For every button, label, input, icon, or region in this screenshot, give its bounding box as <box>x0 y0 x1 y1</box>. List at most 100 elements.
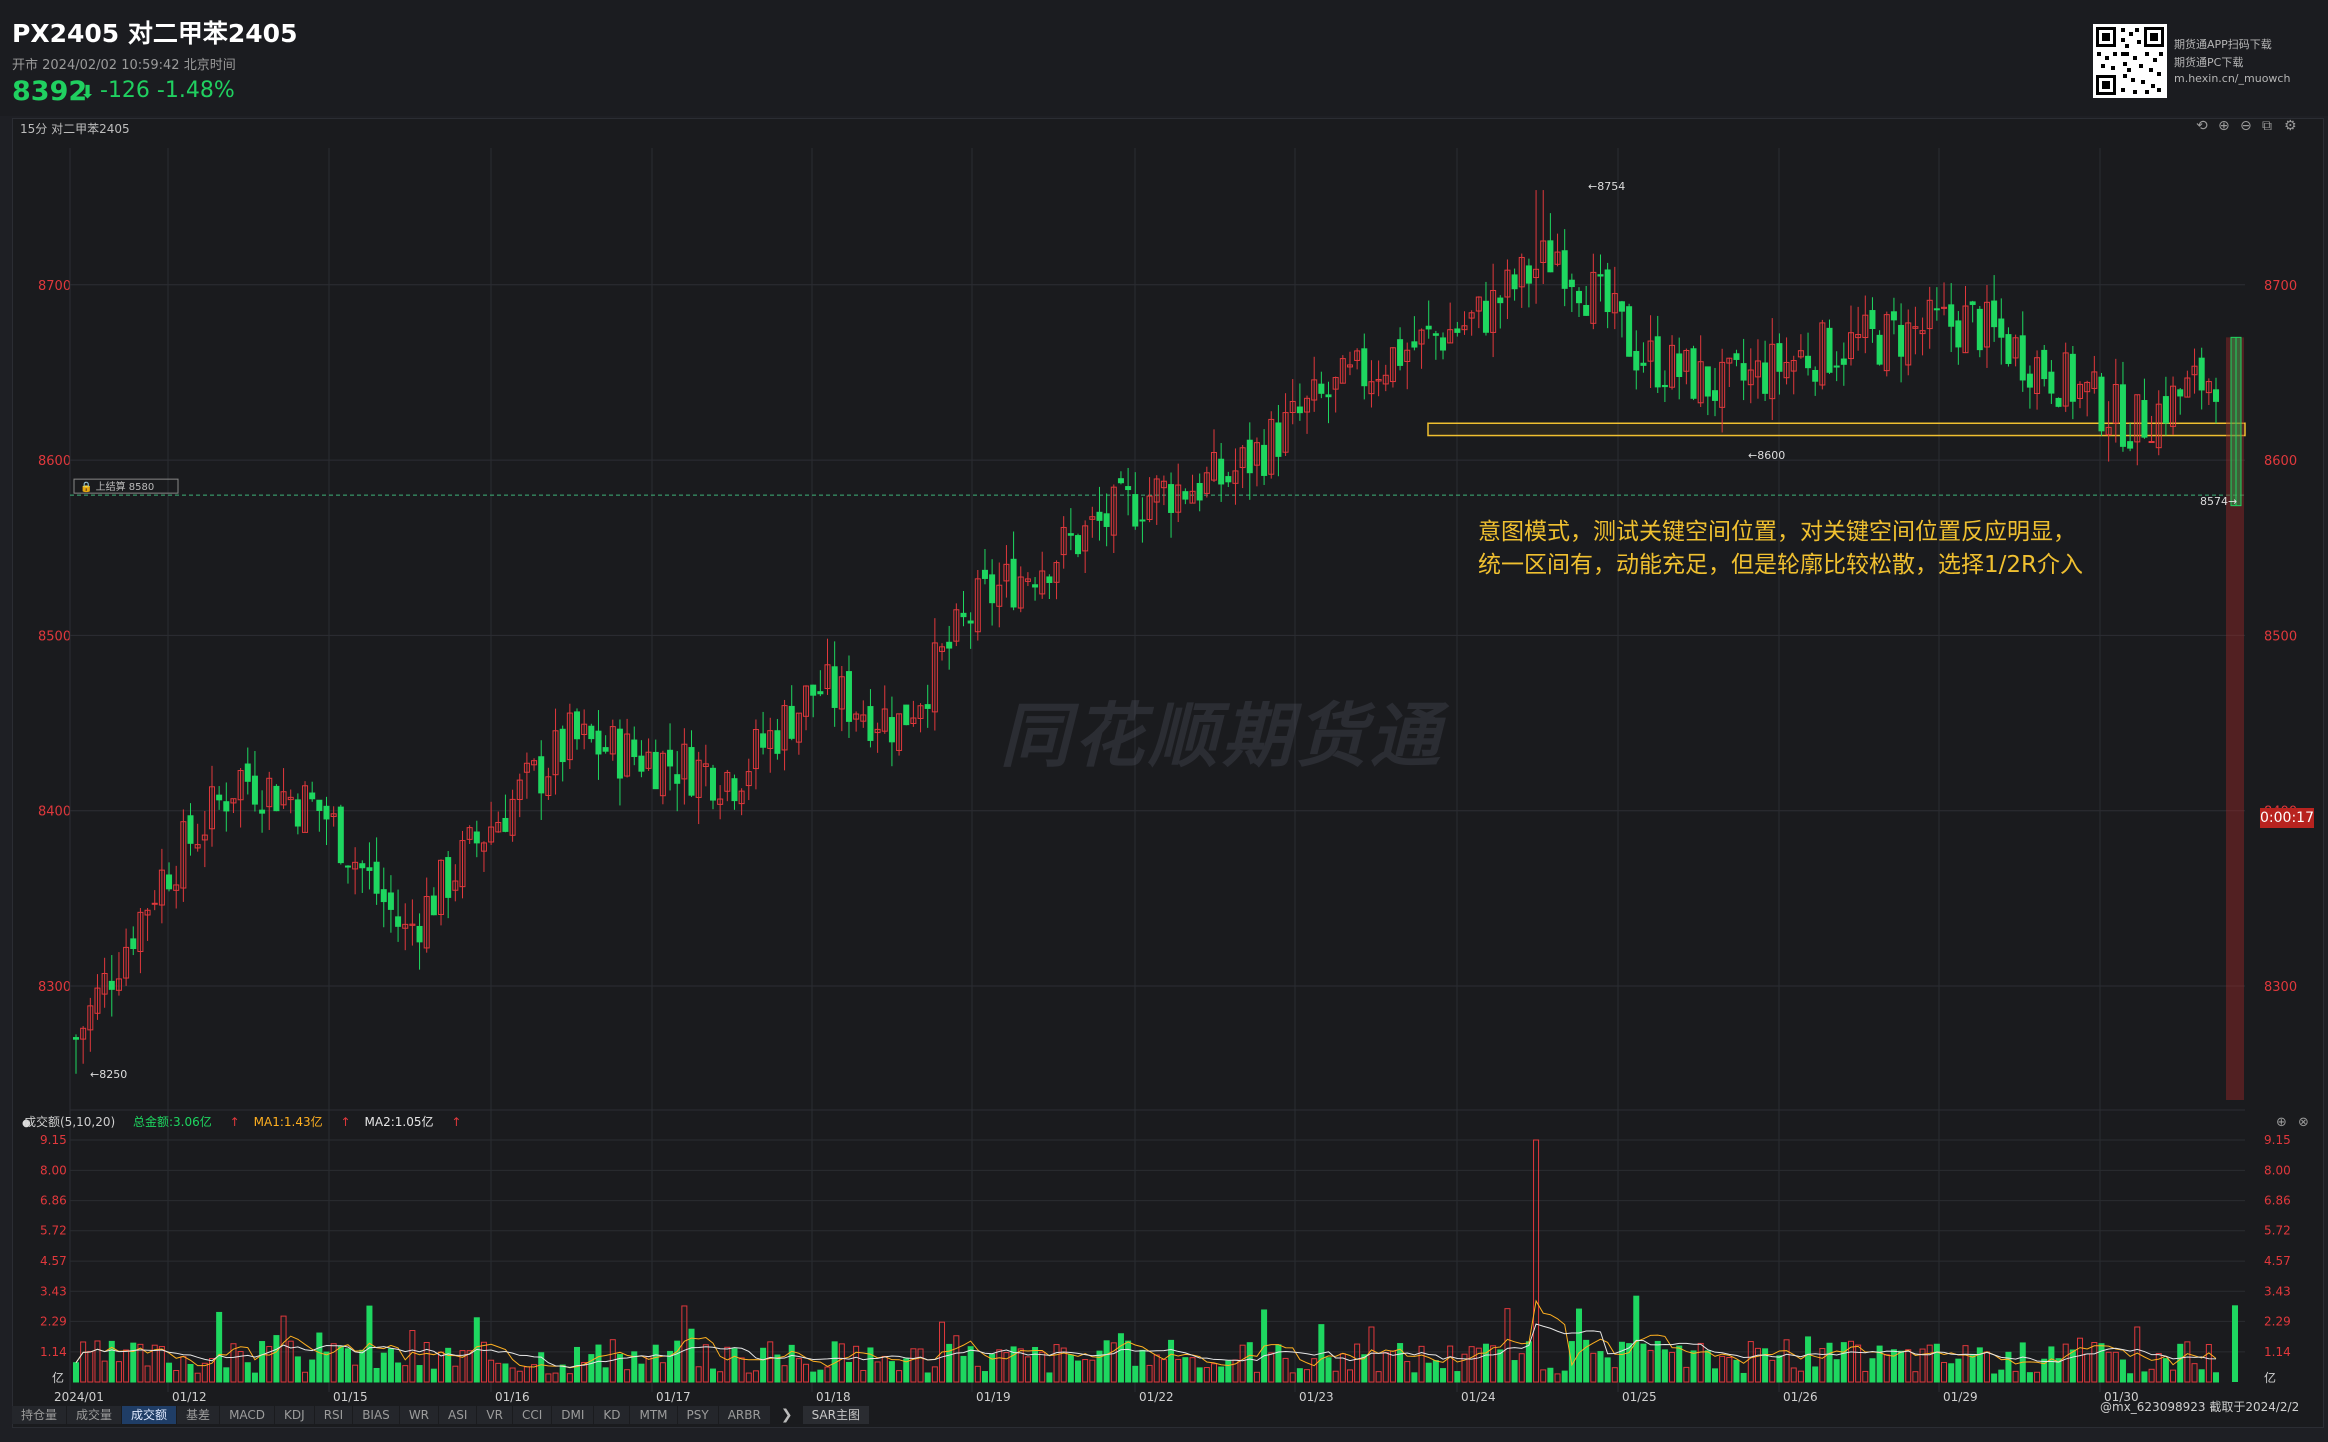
tab-0[interactable]: 持仓量 <box>12 1406 68 1424</box>
zoom-out-icon[interactable]: ⊖ <box>2240 118 2252 134</box>
tab-5[interactable]: KDJ <box>275 1406 315 1424</box>
settings-icon[interactable]: ⚙ <box>2284 118 2297 134</box>
volume-bar <box>1876 1345 1883 1383</box>
candle-body <box>767 730 774 749</box>
candle-body <box>1404 349 1411 362</box>
vol-unit-right: 亿 <box>2264 1370 2276 1385</box>
volume-bar <box>667 1350 674 1383</box>
volume-bar <box>344 1348 351 1383</box>
volume-bar <box>302 1371 309 1383</box>
candle-body <box>330 813 337 818</box>
candle-body <box>1082 525 1089 552</box>
volume-bar <box>1654 1340 1661 1383</box>
tab-10[interactable]: VR <box>477 1406 513 1424</box>
candle-body <box>2191 365 2198 376</box>
volume-bar <box>1855 1344 1862 1383</box>
candle-body <box>1039 570 1046 595</box>
candle-body <box>2141 400 2148 438</box>
candle-body <box>1339 358 1346 384</box>
volume-bar <box>466 1350 473 1383</box>
candle-body <box>903 704 910 726</box>
tab-15[interactable]: PSY <box>677 1406 719 1424</box>
period-label: 15分 对二甲苯2405 <box>20 122 130 136</box>
volume-bar <box>1726 1357 1733 1383</box>
candle-body <box>1346 364 1353 368</box>
volume-bar <box>1983 1351 1990 1383</box>
volume-bar <box>903 1358 910 1383</box>
vol-tick-right: 5.72 <box>2264 1224 2291 1238</box>
tab-3[interactable]: 基差 <box>177 1406 221 1424</box>
candle-body <box>1318 383 1325 394</box>
candle-body <box>1762 362 1769 394</box>
tab-11[interactable]: CCI <box>512 1406 553 1424</box>
tab-7[interactable]: BIAS <box>353 1406 400 1424</box>
zoom-in-icon[interactable]: ⊕ <box>2218 118 2230 134</box>
tab-6[interactable]: RSI <box>314 1406 354 1424</box>
tab-2[interactable]: 成交额 <box>122 1406 178 1424</box>
volume-bar <box>1640 1343 1647 1383</box>
candle-body <box>316 799 323 812</box>
screenshot-icon[interactable]: ⧉ <box>2262 118 2272 134</box>
undo-icon[interactable]: ⟲ <box>2196 118 2208 134</box>
volume-bar <box>1311 1358 1318 1383</box>
candle-body <box>774 730 781 754</box>
volume-bar <box>1819 1348 1826 1383</box>
candle-body <box>1690 348 1697 399</box>
candle-body <box>1998 318 2005 338</box>
tab-16[interactable]: ARBR <box>718 1406 771 1424</box>
candle-body <box>1139 519 1146 522</box>
tab-14[interactable]: MTM <box>630 1406 678 1424</box>
sar-main-tab[interactable]: SAR主图 <box>802 1406 870 1424</box>
candle-body <box>545 776 552 796</box>
tab-13[interactable]: KD <box>594 1406 631 1424</box>
volume-bar <box>1769 1359 1776 1383</box>
volume-bar <box>1039 1351 1046 1383</box>
tab-12[interactable]: DMI <box>552 1406 595 1424</box>
volume-bar <box>1840 1342 1847 1383</box>
volume-bar <box>194 1372 201 1383</box>
volume-bar <box>216 1311 223 1383</box>
vol-tick-right: 4.57 <box>2264 1254 2291 1268</box>
candle-body <box>688 747 695 796</box>
candle-body <box>1411 341 1418 348</box>
volume-bar <box>208 1357 215 1383</box>
x-tick-label: 01/19 <box>976 1390 1011 1404</box>
volume-bar <box>201 1362 208 1383</box>
tab-1[interactable]: 成交量 <box>67 1406 123 1424</box>
volume-bar <box>1833 1359 1840 1383</box>
qr-code-icon <box>2093 24 2167 98</box>
download-url[interactable]: m.hexin.cn/_muowch <box>2174 72 2291 85</box>
volume-bar <box>588 1354 595 1383</box>
x-tick-label: 01/23 <box>1299 1390 1334 1404</box>
candle-body <box>395 916 402 927</box>
low-label: ←8250 <box>90 1068 127 1081</box>
tab-9[interactable]: ASI <box>439 1406 478 1424</box>
candle-body <box>445 857 452 898</box>
tab-8[interactable]: WR <box>399 1406 440 1424</box>
candle-body <box>1790 360 1797 372</box>
candle-body <box>1153 478 1160 503</box>
tab-4[interactable]: MACD <box>220 1406 276 1424</box>
volume-bar <box>244 1362 251 1383</box>
candle-body <box>1089 516 1096 520</box>
candle-body <box>230 798 237 804</box>
candle-body <box>1268 418 1275 475</box>
x-tick-label: 01/25 <box>1622 1390 1657 1404</box>
volume-bar <box>1032 1346 1039 1383</box>
candle-body <box>1275 422 1282 457</box>
volume-bar <box>1432 1360 1439 1383</box>
y-tick-label-left: 8700 <box>38 279 71 294</box>
candle-body <box>223 801 230 812</box>
volume-bar <box>745 1372 752 1383</box>
volume-bar <box>953 1335 960 1383</box>
volume-bar <box>2170 1369 2177 1383</box>
volume-bar <box>1132 1365 1139 1383</box>
tabs-more-icon[interactable]: ❯ <box>780 1407 793 1423</box>
volume-bar <box>1160 1359 1167 1383</box>
candle-body <box>1626 306 1633 357</box>
volume-bar <box>1482 1343 1489 1383</box>
vol-tick-left: 8.00 <box>40 1163 67 1177</box>
x-tick-label: 01/24 <box>1461 1390 1496 1404</box>
candle-body <box>1375 378 1382 382</box>
